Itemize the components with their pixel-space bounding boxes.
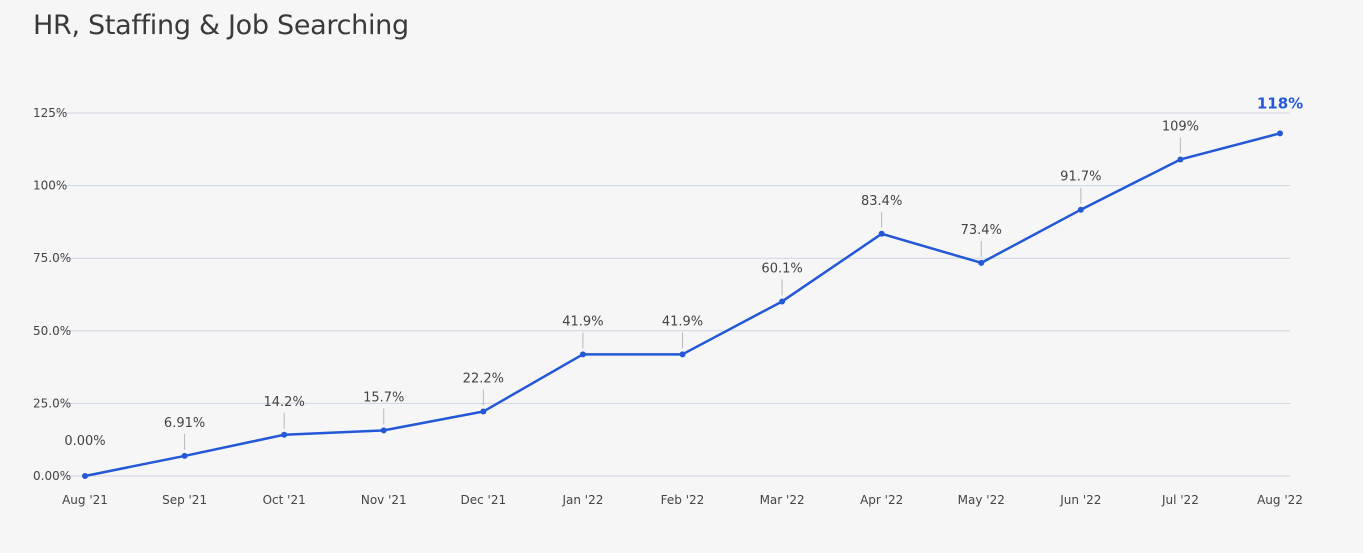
data-label: 60.1%	[761, 261, 802, 276]
x-tick-label: Sep '21	[162, 493, 207, 507]
data-label: 22.2%	[463, 372, 504, 387]
data-label: 0.00%	[64, 434, 105, 449]
x-tick-label: Jun '22	[1059, 493, 1101, 507]
data-point[interactable]	[181, 452, 188, 459]
data-label: 41.9%	[562, 314, 603, 329]
data-point[interactable]	[82, 473, 88, 479]
chart-title: HR, Staffing & Job Searching	[33, 10, 409, 41]
data-point[interactable]	[579, 351, 586, 358]
x-tick-label: Aug '21	[62, 493, 108, 507]
x-tick-label: Apr '22	[860, 493, 903, 507]
data-label: 15.7%	[363, 390, 404, 405]
x-tick-label: Jan '22	[561, 493, 603, 507]
data-point[interactable]	[779, 298, 786, 305]
data-label: 41.9%	[662, 314, 703, 329]
data-point[interactable]	[281, 431, 288, 438]
x-tick-label: Aug '22	[1257, 493, 1303, 507]
data-point[interactable]	[1277, 130, 1283, 137]
data-label: 91.7%	[1060, 170, 1101, 185]
data-point[interactable]	[480, 408, 487, 415]
data-point[interactable]	[1177, 156, 1184, 163]
x-tick-label: May '22	[958, 493, 1005, 507]
data-point[interactable]	[380, 427, 387, 434]
data-label: 14.2%	[264, 395, 305, 410]
data-point[interactable]	[679, 351, 686, 358]
data-labels: 0.00% 6.91% 14.2% 15.7% 22.2% 41.9% 41.9% 60.1%…	[64, 94, 1303, 449]
y-tick-label: 125%	[33, 106, 67, 120]
y-axis-ticks: 0.00% 25.0% 50.0% 75.0% 100% 125%	[33, 106, 71, 483]
data-point[interactable]	[1077, 206, 1084, 213]
y-tick-label: 50.0%	[33, 324, 71, 338]
data-point[interactable]	[978, 259, 985, 266]
grid-lines	[55, 112, 1290, 477]
x-tick-label: Nov '21	[361, 493, 407, 507]
data-label: 109%	[1162, 119, 1199, 134]
y-tick-label: 75.0%	[33, 251, 71, 265]
y-tick-label: 25.0%	[33, 396, 71, 410]
series-line-path	[84, 132, 1281, 478]
x-tick-label: Oct '21	[263, 493, 306, 507]
data-point[interactable]	[878, 230, 885, 237]
data-label: 73.4%	[961, 223, 1002, 238]
y-tick-label: 0.00%	[33, 469, 71, 483]
series-line	[84, 132, 1281, 478]
y-tick-label: 100%	[33, 179, 67, 193]
data-points	[82, 130, 1283, 479]
data-label: 83.4%	[861, 194, 902, 209]
x-tick-label: Mar '22	[760, 493, 805, 507]
x-axis-ticks: Aug '21 Sep '21 Oct '21 Nov '21 Dec '21 Jan '…	[62, 493, 1303, 507]
label-leaders	[184, 137, 1181, 450]
x-tick-label: Jul '22	[1161, 493, 1199, 507]
data-label: 6.91%	[164, 416, 205, 431]
data-label: 118%	[1257, 94, 1303, 112]
x-tick-label: Dec '21	[461, 493, 507, 507]
x-tick-label: Feb '22	[661, 493, 705, 507]
